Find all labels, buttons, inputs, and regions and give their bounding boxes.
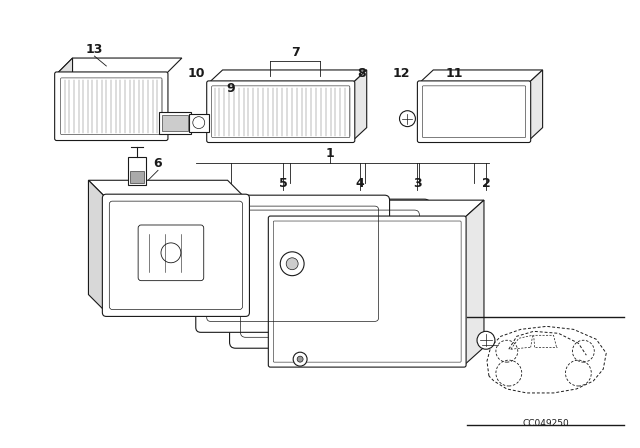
FancyBboxPatch shape xyxy=(417,81,531,142)
Text: 11: 11 xyxy=(445,68,463,81)
FancyBboxPatch shape xyxy=(54,72,168,141)
Text: 5: 5 xyxy=(279,177,287,190)
Bar xyxy=(159,112,191,134)
Circle shape xyxy=(193,116,205,129)
Circle shape xyxy=(477,332,495,349)
Text: 7: 7 xyxy=(291,46,300,59)
Bar xyxy=(128,157,146,185)
FancyBboxPatch shape xyxy=(102,194,250,316)
Text: 10: 10 xyxy=(188,68,205,81)
Circle shape xyxy=(293,352,307,366)
Polygon shape xyxy=(270,200,484,218)
Polygon shape xyxy=(88,180,106,312)
Text: 6: 6 xyxy=(154,157,163,170)
Polygon shape xyxy=(529,70,543,141)
FancyBboxPatch shape xyxy=(230,199,430,348)
Polygon shape xyxy=(209,70,367,83)
Text: 4: 4 xyxy=(355,177,364,190)
FancyBboxPatch shape xyxy=(268,216,466,367)
Text: 2: 2 xyxy=(481,177,490,190)
Text: 13: 13 xyxy=(86,43,103,56)
Bar xyxy=(162,115,188,130)
Text: 8: 8 xyxy=(357,68,366,81)
Text: CC049250: CC049250 xyxy=(522,419,569,428)
Polygon shape xyxy=(57,58,182,74)
Polygon shape xyxy=(419,70,543,83)
Text: 3: 3 xyxy=(413,177,422,190)
FancyBboxPatch shape xyxy=(138,225,204,280)
FancyBboxPatch shape xyxy=(196,195,390,332)
Bar xyxy=(130,171,144,183)
Polygon shape xyxy=(57,58,72,138)
Circle shape xyxy=(297,356,303,362)
Circle shape xyxy=(286,258,298,270)
Circle shape xyxy=(399,111,415,127)
Bar xyxy=(189,114,209,132)
Polygon shape xyxy=(353,70,367,141)
Circle shape xyxy=(280,252,304,276)
Text: 12: 12 xyxy=(393,68,410,81)
Text: 9: 9 xyxy=(227,82,235,95)
FancyBboxPatch shape xyxy=(207,81,355,142)
Polygon shape xyxy=(464,200,484,365)
Polygon shape xyxy=(88,180,246,198)
Text: 1: 1 xyxy=(326,147,334,160)
